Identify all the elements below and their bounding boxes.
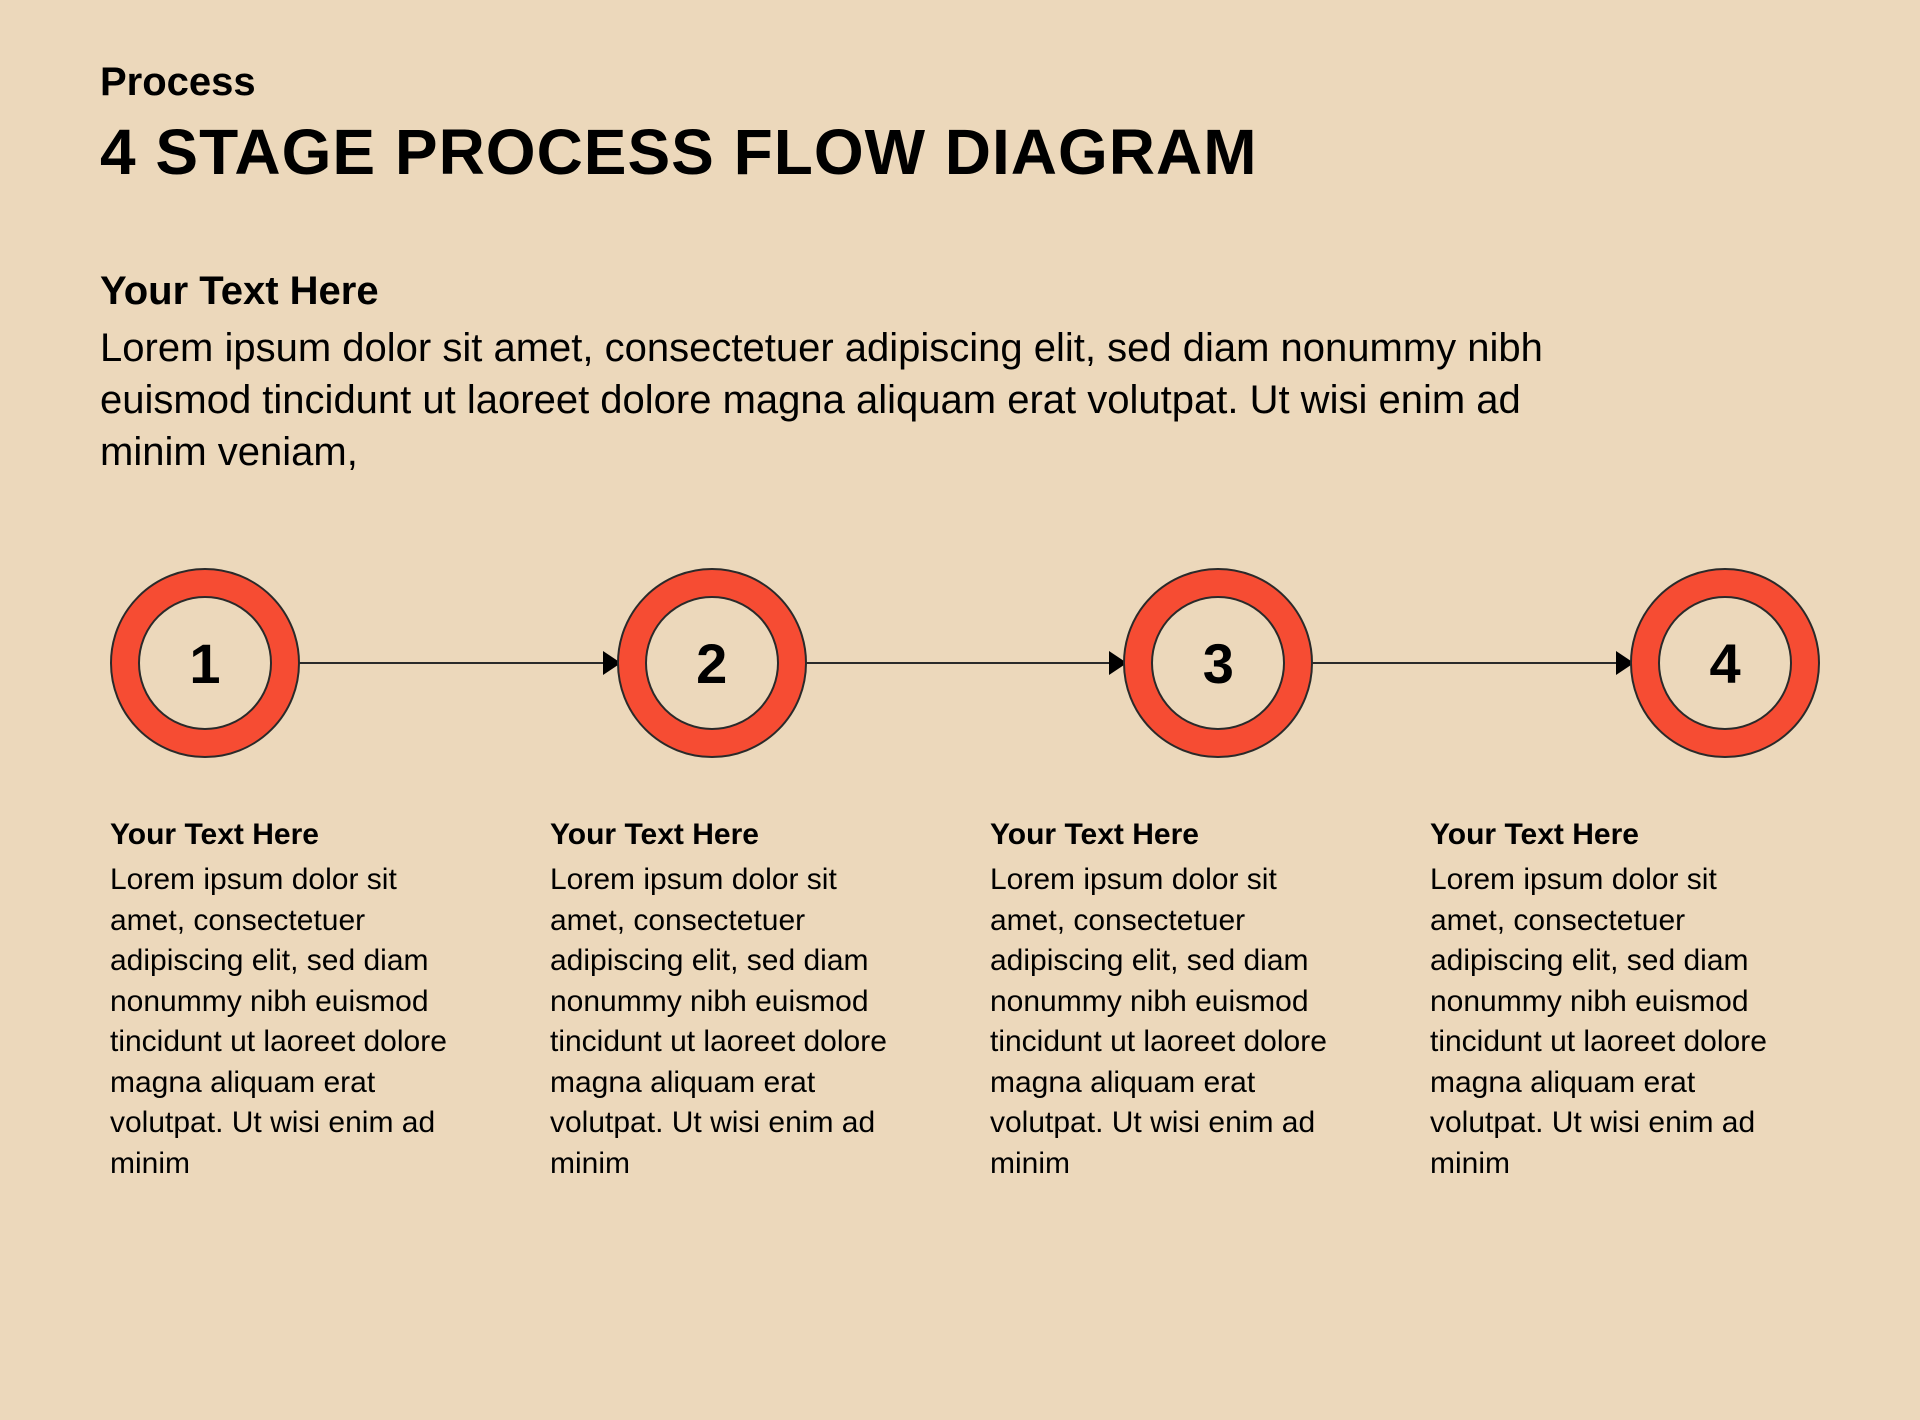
page-title: 4 STAGE PROCESS FLOW DIAGRAM	[100, 115, 1820, 189]
stage-columns: Your Text Here Lorem ipsum dolor sit ame…	[100, 818, 1820, 1184]
flow-node-3: 3	[1123, 568, 1313, 758]
flow-node-4: 4	[1630, 568, 1820, 758]
stage-column-2: Your Text Here Lorem ipsum dolor sit ame…	[550, 818, 900, 1184]
flow-connector	[1311, 662, 1632, 664]
flow-node-1: 1	[110, 568, 300, 758]
stage-body: Lorem ipsum dolor sit amet, consecte­tue…	[110, 860, 460, 1184]
process-flow: 1 2 3 4	[100, 568, 1820, 758]
stage-column-3: Your Text Here Lorem ipsum dolor sit ame…	[990, 818, 1340, 1184]
node-number: 3	[1203, 631, 1234, 696]
node-number: 2	[696, 631, 727, 696]
node-inner: 3	[1151, 596, 1285, 730]
stage-heading: Your Text Here	[1430, 818, 1780, 852]
node-number: 4	[1709, 631, 1740, 696]
flow-node-2: 2	[617, 568, 807, 758]
stage-heading: Your Text Here	[110, 818, 460, 852]
stage-column-1: Your Text Here Lorem ipsum dolor sit ame…	[110, 818, 460, 1184]
stage-body: Lorem ipsum dolor sit amet, consecte­tue…	[990, 860, 1340, 1184]
stage-heading: Your Text Here	[990, 818, 1340, 852]
node-inner: 1	[138, 596, 272, 730]
node-inner: 4	[1658, 596, 1792, 730]
stage-body: Lorem ipsum dolor sit amet, consecte­tue…	[1430, 860, 1780, 1184]
stage-column-4: Your Text Here Lorem ipsum dolor sit ame…	[1430, 818, 1780, 1184]
flow-connector	[298, 662, 619, 664]
flow-connector	[805, 662, 1126, 664]
node-inner: 2	[645, 596, 779, 730]
stage-body: Lorem ipsum dolor sit amet, consecte­tue…	[550, 860, 900, 1184]
eyebrow-label: Process	[100, 60, 1820, 105]
node-number: 1	[189, 631, 220, 696]
stage-heading: Your Text Here	[550, 818, 900, 852]
intro-heading: Your Text Here	[100, 269, 1820, 314]
intro-body: Lorem ipsum dolor sit amet, consectetuer…	[100, 322, 1600, 478]
